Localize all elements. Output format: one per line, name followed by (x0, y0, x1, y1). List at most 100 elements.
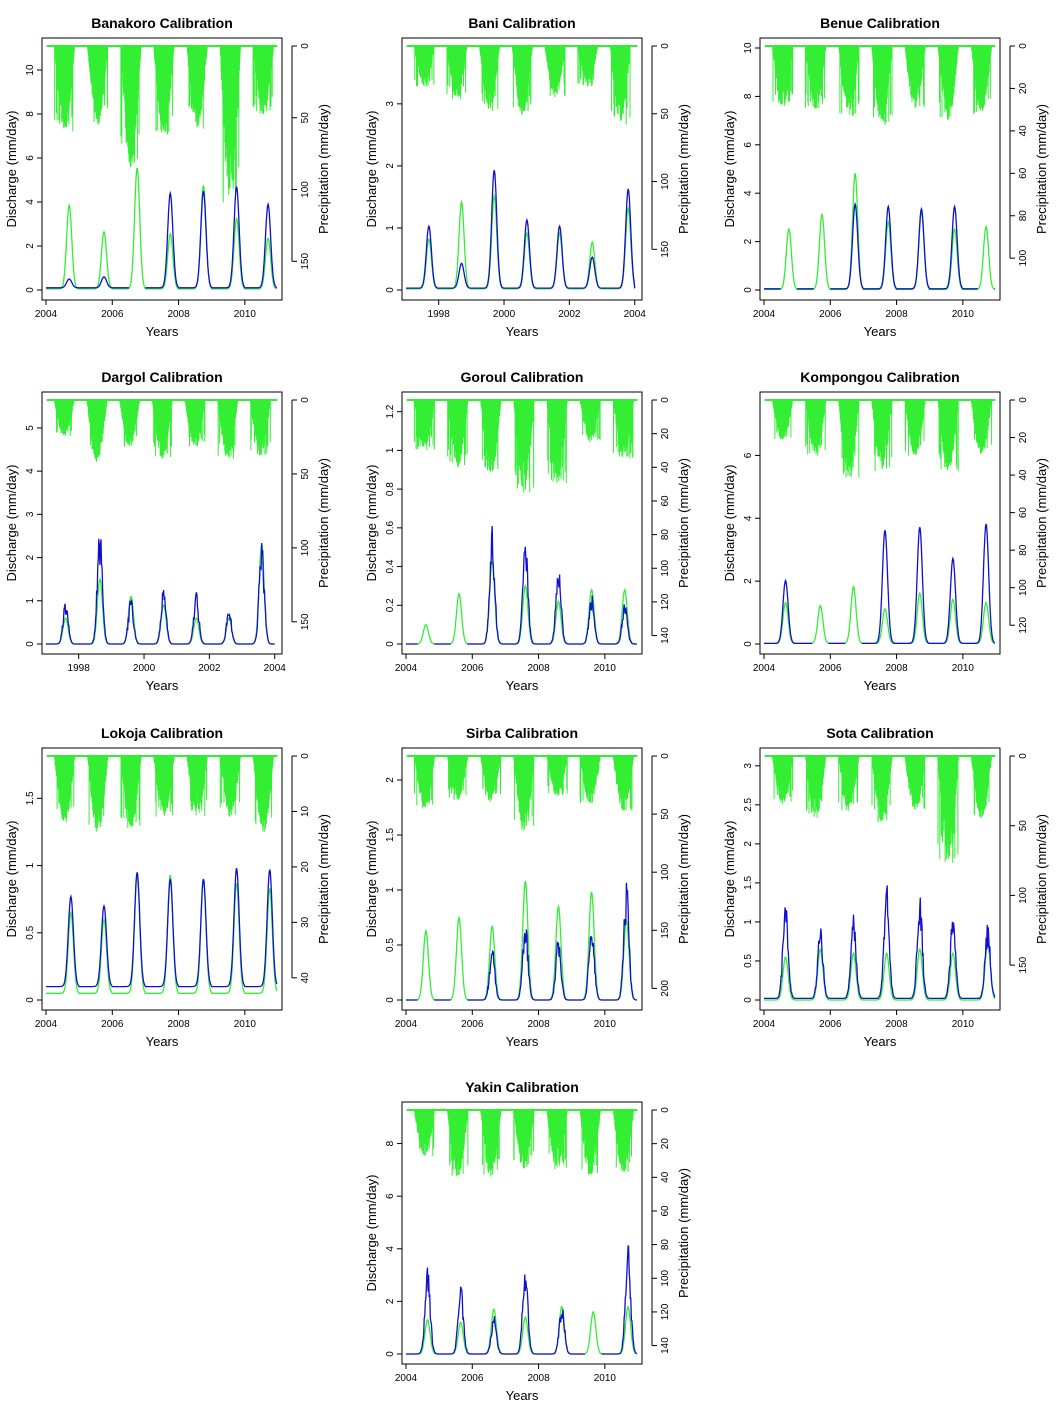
y-tick-label: 8 (385, 1140, 396, 1146)
y2-tick-label: 0 (660, 43, 671, 49)
x-tick-label: 2006 (101, 309, 124, 320)
y2-tick-label: 60 (1018, 507, 1029, 519)
precipitation-bars (771, 46, 993, 125)
y2-tick-label: 150 (300, 253, 311, 270)
y2-tick-label: 140 (660, 1337, 671, 1354)
y2-tick-label: 60 (660, 1205, 671, 1217)
y2-tick-label: 80 (1018, 210, 1029, 222)
y-axis-label: Discharge (mm/day) (4, 820, 19, 937)
y2-tick-label: 0 (1018, 397, 1029, 403)
y2-tick-label: 120 (1018, 616, 1029, 633)
precipitation-bars (53, 46, 275, 203)
y-tick-label: 0 (743, 641, 754, 647)
y2-tick-label: 100 (300, 181, 311, 198)
plot-frame (401, 391, 643, 655)
y-tick-label: 0 (25, 287, 36, 293)
y2-tick-label: 0 (1018, 43, 1029, 49)
simulated-discharge-line (406, 193, 636, 290)
chart-title: Sota Calibration (826, 725, 933, 741)
y-tick-label: 0.4 (385, 559, 396, 573)
precipitation-bars (413, 756, 635, 831)
x-tick-label: 2010 (234, 309, 257, 320)
y-tick-label: 4 (743, 515, 754, 521)
y-tick-label: 10 (25, 64, 36, 76)
y2-tick-label: 40 (300, 972, 311, 984)
chart-title: Goroul Calibration (461, 369, 584, 385)
y2-tick-label: 0 (300, 397, 311, 403)
observed-discharge-line (764, 523, 996, 645)
x-tick-label: 2008 (885, 1019, 908, 1030)
y-tick-label: 1 (385, 225, 396, 231)
observed-discharge-line (46, 868, 278, 988)
y-tick-label: 3 (743, 763, 754, 769)
y-tick-label: 2 (385, 163, 396, 169)
y-tick-label: 10 (743, 42, 754, 54)
observed-discharge-line (764, 885, 996, 1000)
x-tick-label: 2006 (819, 309, 842, 320)
y-tick-label: 4 (25, 199, 36, 205)
observed-discharge-line (406, 525, 637, 645)
x-tick-label: 2002 (558, 309, 581, 320)
x-tick-label: 2006 (819, 663, 842, 674)
x-tick-label: 2006 (461, 663, 484, 674)
y2-tick-label: 0 (1018, 753, 1029, 759)
x-tick-label: 2004 (753, 1019, 776, 1030)
y-tick-label: 1 (25, 598, 36, 604)
y2-tick-label: 60 (660, 495, 671, 507)
y-tick-label: 2 (743, 841, 754, 847)
x-tick-label: 2004 (395, 1373, 418, 1384)
y2-tick-label: 150 (1018, 956, 1029, 973)
y2-tick-label: 40 (1018, 469, 1029, 481)
y2-tick-label: 100 (1018, 249, 1029, 266)
chart-title: Yakin Calibration (465, 1079, 579, 1095)
x-tick-label: 2002 (198, 663, 221, 674)
observed-discharge-line (764, 201, 995, 290)
x-tick-label: 2004 (264, 663, 287, 674)
observed-discharge-line (406, 1245, 638, 1355)
y2-tick-label: 0 (300, 43, 311, 49)
y2-axis-label: Precipitation (mm/day) (676, 814, 691, 944)
y-tick-label: 6 (743, 452, 754, 458)
y2-axis-label: Precipitation (mm/day) (676, 1168, 691, 1298)
precipitation-bars (771, 400, 993, 478)
y2-axis-label: Precipitation (mm/day) (1034, 458, 1049, 588)
y2-tick-label: 40 (1018, 125, 1029, 137)
y2-tick-label: 60 (1018, 167, 1029, 179)
y2-axis-label: Precipitation (mm/day) (676, 458, 691, 588)
x-tick-label: 2000 (133, 663, 156, 674)
x-tick-label: 2008 (527, 663, 550, 674)
x-axis-label: Years (506, 324, 539, 339)
chart-panel: Dargol Calibration 1998 2000 2002 2004 Years 0… (4, 369, 331, 693)
x-axis-label: Years (864, 678, 897, 693)
y-tick-label: 4 (743, 190, 754, 196)
y2-tick-label: 150 (660, 241, 671, 258)
x-tick-label: 2010 (234, 1019, 257, 1030)
y-tick-label: 1.5 (25, 791, 36, 805)
x-axis-label: Years (864, 324, 897, 339)
y-axis-label: Discharge (mm/day) (722, 464, 737, 581)
y-tick-label: 2 (743, 238, 754, 244)
observed-discharge-line (406, 882, 638, 1001)
x-tick-label: 2008 (527, 1019, 550, 1030)
y-axis-label: Discharge (mm/day) (4, 464, 19, 581)
x-axis-label: Years (146, 324, 179, 339)
y2-tick-label: 0 (300, 753, 311, 759)
plot-frame (401, 37, 643, 301)
precipitation-bars (413, 1110, 635, 1177)
y2-axis-label: Precipitation (mm/day) (316, 814, 331, 944)
x-tick-label: 2004 (753, 309, 776, 320)
y-tick-label: 1 (743, 919, 754, 925)
x-tick-label: 2008 (167, 309, 190, 320)
y-tick-label: 0 (385, 1351, 396, 1357)
x-tick-label: 2006 (461, 1373, 484, 1384)
y-tick-label: 8 (25, 111, 36, 117)
plot-frame (759, 391, 1001, 655)
y2-tick-label: 20 (660, 1138, 671, 1150)
x-tick-label: 1998 (428, 309, 451, 320)
y-tick-label: 0 (385, 287, 396, 293)
